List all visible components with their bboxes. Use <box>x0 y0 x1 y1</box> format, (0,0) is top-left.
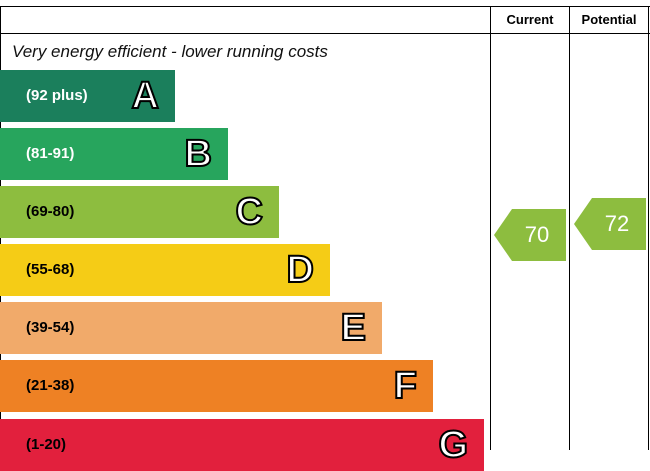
band-range-label: (1-20) <box>26 436 67 453</box>
right-border <box>648 6 649 450</box>
top-caption: Very energy efficient - lower running co… <box>12 42 328 61</box>
top-border <box>0 6 650 7</box>
epc-chart: Current Potential Very energy efficient … <box>0 6 650 471</box>
band-b: (81-91) B <box>0 128 228 180</box>
arrow-shape <box>494 209 566 261</box>
potential-rating-arrow: 72 <box>574 198 646 250</box>
band-letter-label: C <box>235 190 264 234</box>
band-c: (69-80) C <box>0 186 279 238</box>
band-a: (92 plus) A <box>0 70 175 122</box>
band-letter-label: A <box>131 74 160 118</box>
band-e: (39-54) E <box>0 302 382 354</box>
band-range-label: (81-91) <box>26 145 75 162</box>
band-g: (1-20) G <box>0 419 484 471</box>
band-letter-label: D <box>286 248 315 292</box>
band-range-label: (21-38) <box>26 377 75 394</box>
band-d: (55-68) D <box>0 244 330 296</box>
band-range-label: (69-80) <box>26 203 75 220</box>
band-range-label: (92 plus) <box>26 87 88 104</box>
band-letter-label: G <box>437 423 469 467</box>
current-header: Current <box>506 12 554 27</box>
header-divider <box>0 33 650 34</box>
band-f: (21-38) F <box>0 360 433 412</box>
arrow-shape <box>574 198 646 250</box>
potential-rating-value: 72 <box>604 211 630 236</box>
current-divider <box>490 6 491 450</box>
band-letter-label: E <box>340 306 367 350</box>
current-rating-arrow: 70 <box>494 209 566 261</box>
current-rating-value: 70 <box>524 222 550 247</box>
band-letter-label: B <box>184 132 213 176</box>
band-range-label: (55-68) <box>26 261 75 278</box>
band-range-label: (39-54) <box>26 319 75 336</box>
potential-header: Potential <box>581 12 637 27</box>
band-letter-label: F <box>393 364 418 408</box>
potential-divider <box>569 6 570 450</box>
